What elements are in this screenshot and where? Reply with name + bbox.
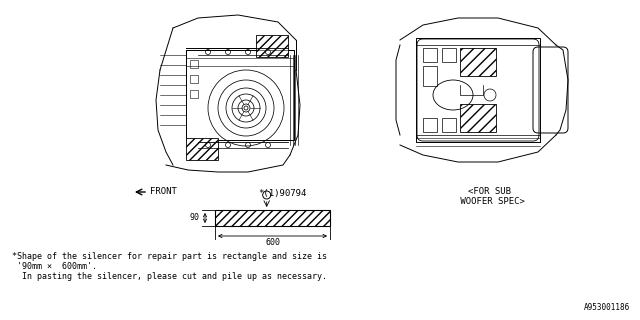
Bar xyxy=(460,48,496,76)
Text: *Shape of the silencer for repair part is rectangle and size is: *Shape of the silencer for repair part i… xyxy=(12,252,327,261)
Bar xyxy=(460,104,496,132)
Text: WOOFER SPEC>: WOOFER SPEC> xyxy=(455,197,525,206)
Text: In pasting the silencer, please cut and pile up as necessary.: In pasting the silencer, please cut and … xyxy=(12,272,327,281)
Bar xyxy=(423,118,437,132)
Bar xyxy=(190,90,198,98)
Bar xyxy=(186,50,294,140)
Text: FRONT: FRONT xyxy=(150,188,177,196)
Text: *(1)90794: *(1)90794 xyxy=(259,189,307,198)
Text: 90: 90 xyxy=(190,213,200,222)
Bar xyxy=(442,118,456,132)
Bar xyxy=(423,48,437,62)
Text: A953001186: A953001186 xyxy=(584,303,630,312)
Bar xyxy=(423,66,437,86)
Bar xyxy=(190,75,198,83)
Bar xyxy=(416,38,540,142)
Bar xyxy=(442,48,456,62)
Text: '90mm ×  600mm'.: '90mm × 600mm'. xyxy=(12,262,97,271)
Bar xyxy=(215,210,330,226)
Bar xyxy=(256,35,288,57)
Bar xyxy=(186,138,218,160)
Text: 600: 600 xyxy=(265,238,280,247)
Text: <FOR SUB: <FOR SUB xyxy=(468,188,511,196)
Bar xyxy=(190,60,198,68)
